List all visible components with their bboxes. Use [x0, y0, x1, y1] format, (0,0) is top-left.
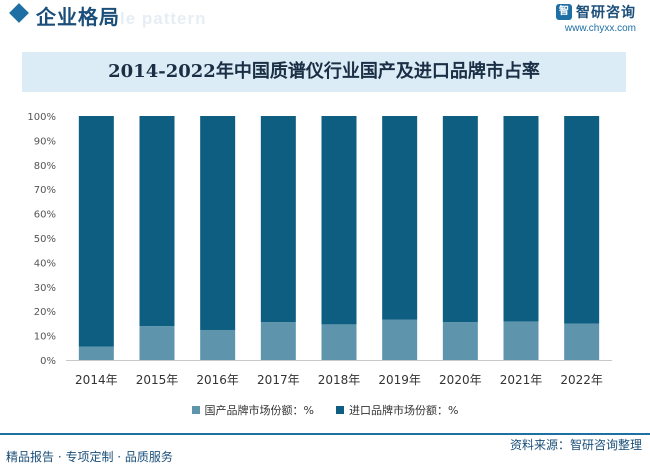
y-tick-label: 80%	[34, 161, 56, 172]
footer-tagline: 精品报告 · 专项定制 · 品质服务	[6, 450, 173, 464]
y-tick-label: 40%	[34, 258, 56, 269]
x-tick-label: 2016年	[196, 373, 239, 387]
bar-domestic	[564, 323, 600, 360]
bar-domestic	[321, 324, 357, 360]
x-tick-label: 2014年	[75, 373, 118, 387]
x-tick-label: 2019年	[378, 373, 421, 387]
bar-import	[139, 116, 175, 327]
legend-item-import: 进口品牌市场份额：%	[336, 402, 458, 418]
bar-import	[260, 116, 296, 323]
stacked-bar-chart: 0% 10% 20% 30% 40% 50% 60% 70% 80% 90% 100% 2014年 20…	[27, 112, 612, 387]
y-tick-label: 90%	[34, 136, 56, 147]
bar-import	[321, 116, 357, 325]
x-tick-label: 2018年	[318, 373, 361, 387]
header: 企业格局 le pattern 智 智研咨询 www.chyxx.com	[0, 0, 650, 40]
bar-import	[442, 116, 478, 323]
watermark-text: le pattern	[120, 9, 207, 28]
y-tick-label: 50%	[34, 234, 56, 245]
legend-swatch-import	[336, 406, 344, 414]
logo: 智 智研咨询 www.chyxx.com	[556, 2, 636, 34]
x-tick-label: 2021年	[500, 373, 543, 387]
bar-domestic	[78, 346, 114, 360]
bar-domestic	[442, 322, 478, 360]
y-tick-label: 0%	[40, 356, 56, 367]
footer-divider	[0, 433, 650, 435]
chart-title: 2014-2022年中国质谱仪行业国产及进口品牌市占率	[108, 61, 540, 82]
bar-import	[564, 116, 600, 324]
legend-label-domestic: 国产品牌市场份额：%	[204, 404, 314, 417]
bar-import	[78, 116, 114, 347]
legend: 国产品牌市场份额：% 进口品牌市场份额：%	[0, 402, 650, 418]
y-tick-label: 10%	[34, 332, 56, 343]
bar-domestic	[139, 326, 175, 360]
y-tick-label: 30%	[34, 283, 56, 294]
y-tick-label: 100%	[27, 112, 56, 123]
legend-swatch-domestic	[191, 406, 200, 414]
bar-domestic	[260, 322, 296, 360]
chart-title-band: 2014-2022年中国质谱仪行业国产及进口品牌市占率	[22, 52, 626, 92]
x-tick-label: 2017年	[257, 373, 300, 387]
bar-import	[382, 116, 418, 320]
logo-icon: 智	[556, 4, 572, 20]
section-title: 企业格局	[36, 5, 120, 29]
legend-label-import: 进口品牌市场份额：%	[349, 404, 459, 417]
x-tick-label: 2015年	[136, 373, 179, 387]
y-tick-label: 20%	[34, 307, 56, 318]
logo-name: 智研咨询	[576, 5, 636, 21]
bar-domestic	[200, 329, 236, 360]
logo-url: www.chyxx.com	[564, 23, 636, 34]
x-tick-label: 2020年	[439, 373, 482, 387]
bar-domestic	[382, 319, 418, 360]
bar-import	[503, 116, 539, 322]
y-tick-label: 60%	[34, 210, 56, 221]
diamond-icon	[9, 3, 29, 23]
bar-import	[200, 116, 236, 330]
source-note: 资料来源：智研咨询整理	[509, 438, 642, 452]
x-tick-label: 2022年	[560, 373, 603, 387]
y-tick-label: 70%	[34, 185, 56, 196]
legend-item-domestic: 国产品牌市场份额：%	[191, 402, 314, 418]
bar-domestic	[503, 321, 539, 360]
